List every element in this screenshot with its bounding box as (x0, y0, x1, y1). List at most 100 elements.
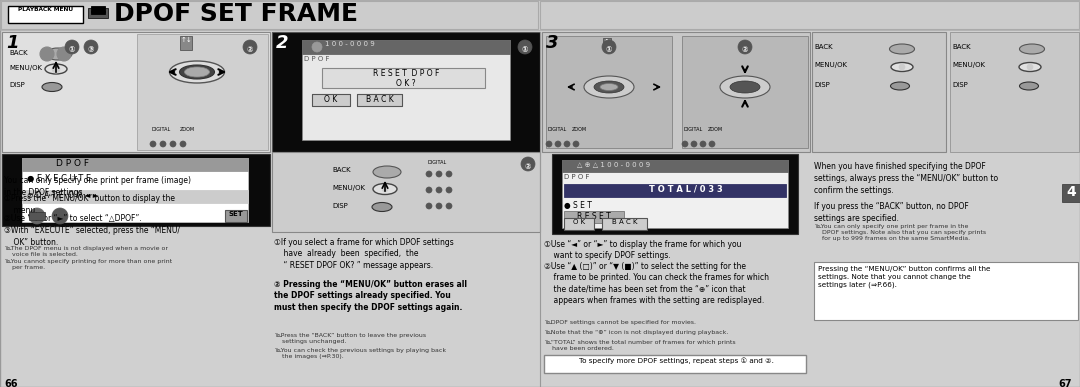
Text: 67: 67 (1058, 379, 1072, 387)
Circle shape (446, 171, 453, 177)
Text: MENU/OK: MENU/OK (951, 62, 985, 68)
Text: R E S E T  D P O F: R E S E T D P O F (373, 69, 440, 78)
Circle shape (602, 40, 616, 54)
Bar (357, 94, 402, 106)
Bar (91, 11, 105, 14)
Bar (29, 212, 45, 220)
Bar (137, 34, 268, 150)
Circle shape (426, 171, 432, 177)
Circle shape (426, 187, 432, 193)
Text: D P O F: D P O F (55, 159, 89, 168)
Bar (546, 36, 672, 148)
Text: DISP: DISP (332, 203, 348, 209)
Text: ①: ① (69, 45, 76, 53)
Text: ● E X E C U T E: ● E X E C U T E (27, 174, 91, 183)
Bar (603, 38, 611, 48)
Circle shape (52, 65, 60, 73)
Text: BACK: BACK (814, 44, 833, 50)
Text: DIGITAL: DIGITAL (548, 127, 567, 132)
Ellipse shape (1020, 82, 1039, 90)
Text: ③: ③ (87, 45, 94, 53)
Text: MENU/OK: MENU/OK (9, 65, 42, 71)
Bar (22, 158, 248, 171)
Bar (272, 32, 540, 152)
Text: ZOOM: ZOOM (708, 127, 724, 132)
Bar (302, 40, 510, 140)
Bar (180, 36, 192, 50)
Text: B A C K: B A C K (366, 95, 394, 104)
Text: D P O F: D P O F (564, 174, 590, 180)
Bar (602, 218, 647, 230)
Bar (814, 262, 1078, 320)
Text: ①: ① (522, 45, 528, 53)
Text: To specify more DPOF settings, repeat steps ① and ②.: To specify more DPOF settings, repeat st… (579, 357, 773, 363)
Text: O K ?: O K ? (396, 79, 416, 88)
Text: SET: SET (229, 211, 243, 217)
Ellipse shape (584, 76, 634, 98)
Bar (272, 152, 540, 232)
Bar (540, 1, 1079, 29)
Circle shape (708, 141, 715, 147)
Ellipse shape (44, 48, 72, 60)
Text: ↑↓: ↑↓ (180, 37, 192, 43)
Ellipse shape (1020, 62, 1041, 72)
Text: ③With “EXECUTE” selected, press the “MENU/
    OK” button.: ③With “EXECUTE” selected, press the “MEN… (4, 226, 180, 247)
Text: ②Use “◄” or “►” to select “△DPOF”.: ②Use “◄” or “►” to select “△DPOF”. (4, 214, 141, 223)
Text: ℡The DPOF menu is not displayed when a movie or
    voice file is selected.: ℡The DPOF menu is not displayed when a m… (4, 246, 168, 257)
Circle shape (436, 187, 442, 193)
Ellipse shape (890, 44, 915, 54)
Circle shape (555, 141, 561, 147)
Ellipse shape (720, 76, 770, 98)
Ellipse shape (185, 67, 210, 77)
Circle shape (150, 141, 156, 147)
Ellipse shape (891, 82, 909, 90)
Circle shape (1027, 64, 1032, 70)
Circle shape (521, 157, 535, 171)
Circle shape (691, 141, 697, 147)
Text: R E S E T: R E S E T (577, 212, 611, 221)
Text: ℡“TOTAL” shows the total number of frames for which prints
    have been ordered: ℡“TOTAL” shows the total number of frame… (544, 340, 735, 351)
Circle shape (180, 141, 186, 147)
Ellipse shape (179, 65, 215, 79)
Text: ①Press the “MENU/OK” button to display the
    menu.: ①Press the “MENU/OK” button to display t… (4, 194, 175, 215)
Bar (225, 210, 247, 222)
Text: BACK: BACK (9, 50, 28, 56)
Text: ℡You can check the previous settings by playing back
    the images (⇒P.30).: ℡You can check the previous settings by … (274, 348, 446, 359)
Text: ②: ② (246, 45, 253, 53)
Bar (1062, 184, 1080, 202)
Text: DISP: DISP (814, 82, 829, 88)
Text: △ ⊕ △ 1 0 0 - 0 0 0 9: △ ⊕ △ 1 0 0 - 0 0 0 9 (577, 161, 650, 167)
Text: ①Use “◄” or “►” to display the frame for which you
    want to specify DPOF sett: ①Use “◄” or “►” to display the frame for… (544, 240, 742, 260)
Circle shape (40, 47, 54, 61)
Ellipse shape (372, 202, 392, 212)
Bar (322, 68, 485, 88)
Bar (562, 160, 788, 228)
Circle shape (436, 203, 442, 209)
Text: ● S E T: ● S E T (564, 201, 592, 210)
Text: ②: ② (525, 161, 531, 171)
Bar (87, 8, 108, 18)
Circle shape (382, 186, 388, 192)
Circle shape (312, 42, 322, 52)
Text: 4: 4 (1066, 185, 1076, 199)
Text: MENU/OK: MENU/OK (814, 62, 847, 68)
Text: 3: 3 (546, 34, 558, 52)
Ellipse shape (42, 82, 62, 91)
Circle shape (160, 141, 166, 147)
Bar (562, 160, 788, 172)
Circle shape (681, 141, 688, 147)
Circle shape (738, 40, 752, 54)
Text: DIGITAL: DIGITAL (684, 127, 703, 132)
Text: D P O F: D P O F (303, 56, 329, 62)
Text: If you press the “BACK” button, no DPOF
settings are specified.: If you press the “BACK” button, no DPOF … (814, 202, 969, 223)
Circle shape (243, 40, 257, 54)
Text: ℡DPOF settings cannot be specified for movies.: ℡DPOF settings cannot be specified for m… (544, 320, 696, 325)
Bar (812, 32, 946, 152)
Text: T O T A L / 0 3 3: T O T A L / 0 3 3 (649, 185, 723, 194)
Text: ℡Press the “BACK” button to leave the previous
    settings unchanged.: ℡Press the “BACK” button to leave the pr… (274, 333, 427, 344)
Text: You can only specify one print per frame (image)
in the DPOF settings.: You can only specify one print per frame… (4, 176, 191, 197)
Text: ZOOM: ZOOM (180, 127, 195, 132)
Text: ②Use “▲ (□)” or “▼ (■)” to select the setting for the
    frame to be printed. Y: ②Use “▲ (□)” or “▼ (■)” to select the se… (544, 262, 769, 305)
Text: ZOOM: ZOOM (572, 127, 588, 132)
Bar (1, 1, 538, 29)
